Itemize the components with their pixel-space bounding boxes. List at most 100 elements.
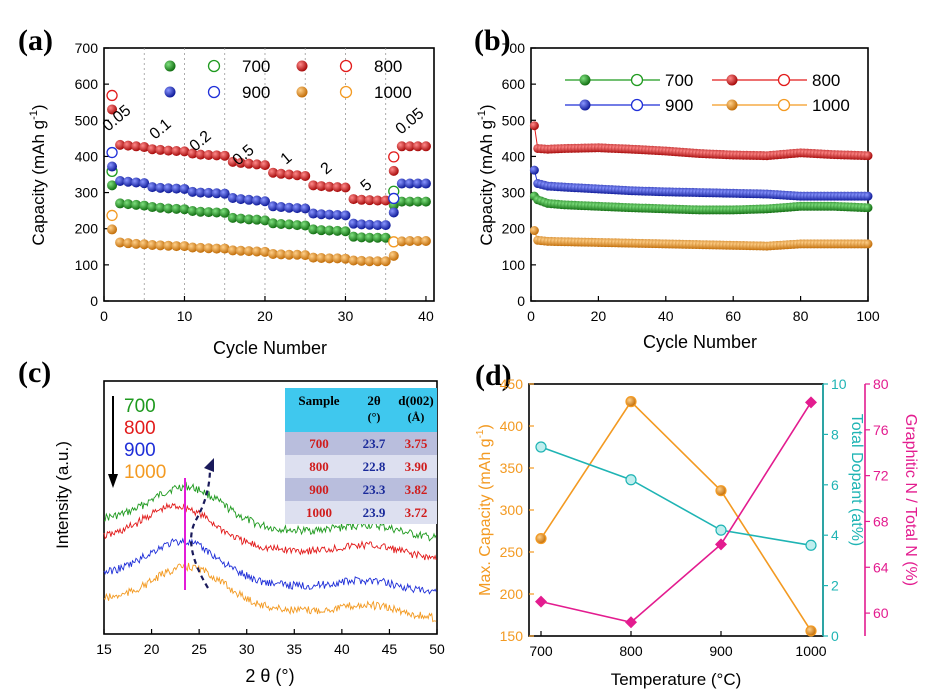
table-cell-sample: 700 bbox=[309, 436, 329, 451]
table-cell-d002: 3.82 bbox=[405, 482, 428, 497]
data-point bbox=[147, 182, 158, 193]
data-point bbox=[187, 148, 198, 159]
table-header: Sample bbox=[298, 393, 339, 408]
data-point bbox=[203, 207, 214, 218]
legend-marker-open bbox=[630, 73, 644, 87]
data-point bbox=[155, 240, 166, 251]
x-tick-label: 900 bbox=[709, 643, 733, 659]
data-point bbox=[292, 170, 303, 181]
data-point bbox=[115, 176, 126, 187]
table-row-bg bbox=[285, 501, 437, 524]
panel-a-x-ticks: 0 10 20 30 40 bbox=[100, 296, 434, 324]
data-point bbox=[123, 238, 134, 249]
data-point bbox=[625, 396, 637, 408]
panel-a-y-label-main: Capacity (mAh g bbox=[29, 120, 48, 246]
data-point bbox=[348, 218, 359, 229]
data-point bbox=[147, 202, 158, 213]
data-point bbox=[863, 191, 873, 201]
table-header: d(002) bbox=[398, 393, 433, 408]
panel-c-data bbox=[103, 481, 437, 623]
panel-d-y-left-sup: -1 bbox=[475, 429, 486, 438]
table-cell-2theta: 22.8 bbox=[363, 459, 386, 474]
xrd-curve bbox=[103, 481, 437, 542]
data-point bbox=[324, 209, 335, 220]
x-tick-label: 40 bbox=[334, 641, 350, 657]
data-point bbox=[219, 243, 230, 254]
data-point bbox=[195, 149, 206, 160]
y-left-tick-label: 350 bbox=[500, 460, 524, 476]
data-point bbox=[715, 538, 727, 551]
data-point bbox=[292, 220, 303, 231]
data-point-open bbox=[388, 151, 400, 163]
data-point bbox=[107, 104, 118, 115]
panel-d: (d) 700 800 900 1000 150 200 250 300 350 400 450 0 2… bbox=[475, 359, 919, 689]
table-header: 2θ bbox=[367, 393, 381, 408]
data-point bbox=[203, 187, 214, 198]
panel-a-legend: 700 800 900 1000 bbox=[164, 57, 412, 102]
x-tick-label: 30 bbox=[338, 308, 354, 324]
legend-marker-open bbox=[207, 85, 221, 99]
x-tick-label: 20 bbox=[257, 308, 273, 324]
table-cell-sample: 1000 bbox=[306, 505, 332, 520]
legend-marker-filled bbox=[296, 60, 308, 72]
data-point bbox=[380, 220, 391, 231]
data-point bbox=[243, 246, 254, 257]
data-point bbox=[139, 178, 150, 189]
data-point bbox=[276, 168, 287, 179]
data-point bbox=[404, 196, 415, 207]
y-mid-tick-label: 2 bbox=[831, 578, 839, 594]
data-point bbox=[316, 252, 327, 263]
table-cell-2theta: 23.7 bbox=[363, 436, 386, 451]
data-point bbox=[529, 165, 539, 175]
data-point bbox=[219, 207, 230, 218]
data-point bbox=[284, 219, 295, 230]
panel-d-frame bbox=[528, 383, 824, 637]
data-point bbox=[131, 238, 142, 249]
data-point bbox=[139, 200, 150, 211]
peak-shift-arrowhead bbox=[204, 458, 214, 472]
legend-marker-filled bbox=[579, 74, 591, 86]
data-point bbox=[211, 207, 222, 218]
data-point bbox=[364, 195, 375, 206]
data-point bbox=[412, 236, 423, 247]
data-point bbox=[235, 157, 246, 168]
data-point bbox=[147, 144, 158, 155]
data-point bbox=[324, 253, 335, 264]
y-mid-tick-label: 10 bbox=[831, 376, 847, 392]
series-line bbox=[540, 446, 812, 547]
data-point bbox=[259, 196, 270, 207]
data-point bbox=[356, 219, 367, 230]
data-point bbox=[420, 178, 431, 189]
x-tick-label: 80 bbox=[793, 308, 809, 324]
y-tick-label: 600 bbox=[75, 76, 99, 92]
data-point bbox=[324, 181, 335, 192]
table-header-bg bbox=[285, 388, 437, 432]
y-right-tick-label: 68 bbox=[873, 513, 889, 529]
data-point bbox=[259, 246, 270, 257]
y-tick-label: 500 bbox=[502, 112, 526, 128]
data-point bbox=[107, 224, 118, 235]
data-point bbox=[187, 242, 198, 253]
legend-marker-filled bbox=[164, 60, 176, 72]
data-point bbox=[171, 203, 182, 214]
data-point bbox=[235, 245, 246, 256]
data-point bbox=[219, 150, 230, 161]
legend-marker-open bbox=[339, 59, 353, 73]
panel-a-x-axis-label: Cycle Number bbox=[213, 338, 327, 358]
data-point bbox=[227, 192, 238, 203]
data-point bbox=[404, 141, 415, 152]
y-left-tick-label: 450 bbox=[500, 376, 524, 392]
data-point bbox=[123, 140, 134, 151]
data-point bbox=[340, 253, 351, 264]
data-point bbox=[340, 210, 351, 221]
panel-b-label: (b) bbox=[474, 24, 511, 57]
data-point bbox=[195, 242, 206, 253]
legend-marker-open bbox=[207, 59, 221, 73]
data-point-open bbox=[106, 209, 118, 222]
data-point bbox=[276, 202, 287, 213]
panel-d-data bbox=[535, 396, 817, 637]
data-point bbox=[243, 194, 254, 205]
y-tick-label: 300 bbox=[502, 185, 526, 201]
data-point bbox=[155, 144, 166, 155]
data-point bbox=[372, 195, 383, 206]
